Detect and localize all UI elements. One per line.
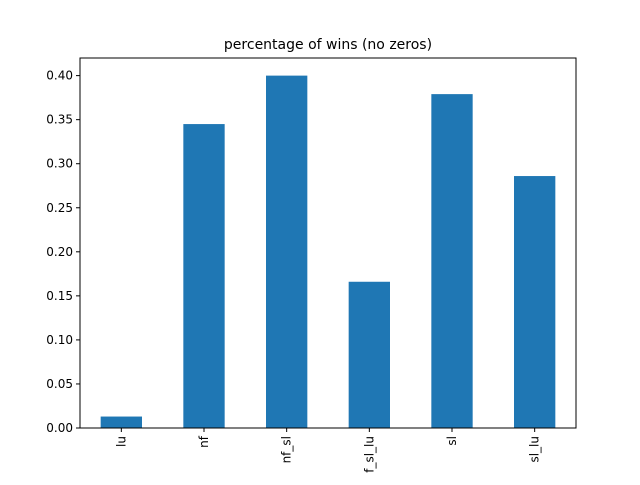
y-tick-label: 0.10 [46, 333, 73, 347]
y-tick-label: 0.20 [46, 245, 73, 259]
axes-frame [79, 57, 577, 429]
y-tick-label: 0.15 [46, 289, 73, 303]
x-tick-label: nf [197, 435, 211, 448]
x-tick-label: sl [445, 436, 459, 446]
x-tick-label: nf_sl [280, 436, 294, 463]
bar-sl_lu [514, 176, 556, 428]
y-tick-label: 0.40 [46, 69, 73, 83]
bar-sl [431, 94, 473, 428]
chart-title: percentage of wins (no zeros) [224, 37, 432, 53]
y-tick-label: 0.05 [46, 377, 73, 391]
y-tick-label: 0.35 [46, 113, 73, 127]
bar-lu [100, 416, 142, 428]
bar-nf_sl [266, 75, 308, 428]
x-tick-label: f_sl_lu [362, 436, 376, 473]
y-tick-label: 0.25 [46, 201, 73, 215]
x-tick-label: sl_lu [528, 436, 542, 463]
plot-area: 0.00 0.05 0.10 0.15 0.20 0.25 0.30 0.35 0.40 lu nf… [46, 57, 577, 473]
bar-nf [183, 124, 225, 429]
bar-f_sl_lu [348, 281, 390, 428]
y-tick-label: 0.30 [46, 157, 73, 171]
x-tick-label: lu [114, 436, 128, 447]
y-tick-label: 0.00 [46, 421, 73, 435]
